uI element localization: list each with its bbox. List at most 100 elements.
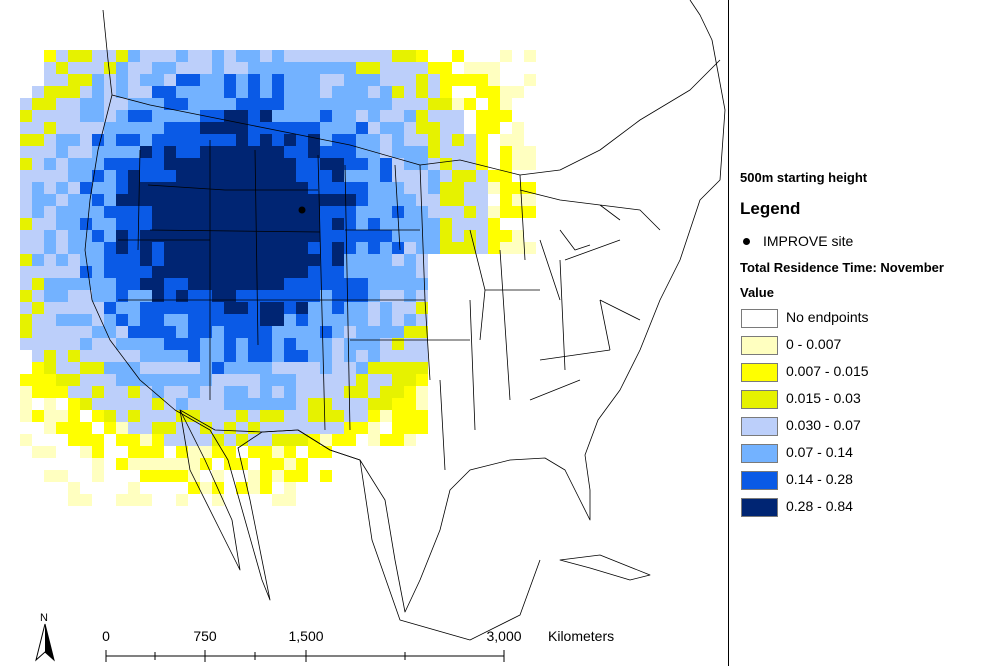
grid-cell (344, 110, 356, 122)
grid-cell (416, 182, 428, 194)
grid-cell (392, 398, 404, 410)
grid-cell (380, 386, 392, 398)
grid-cell (80, 206, 92, 218)
grid-cell (104, 350, 116, 362)
grid-cell (284, 398, 296, 410)
grid-cell (488, 122, 500, 134)
grid-cell (80, 362, 92, 374)
grid-cell (44, 446, 56, 458)
grid-cell (392, 434, 404, 446)
grid-cell (368, 218, 380, 230)
grid-cell (512, 134, 524, 146)
grid-cell (296, 350, 308, 362)
grid-cell (140, 338, 152, 350)
grid-cell (380, 110, 392, 122)
grid-cell (128, 326, 140, 338)
grid-cell (92, 242, 104, 254)
grid-cell (272, 158, 284, 170)
grid-cell (92, 446, 104, 458)
grid-cell (44, 170, 56, 182)
grid-cell (416, 314, 428, 326)
grid-cell (104, 398, 116, 410)
grid-cell (452, 158, 464, 170)
grid-cell (356, 158, 368, 170)
grid-cell (116, 302, 128, 314)
grid-cell (284, 146, 296, 158)
grid-cell (32, 98, 44, 110)
grid-cell (92, 206, 104, 218)
grid-cell (476, 134, 488, 146)
grid-cell (284, 362, 296, 374)
grid-cell (260, 374, 272, 386)
improve-site-marker[interactable] (298, 206, 306, 214)
grid-cell (164, 242, 176, 254)
grid-cell (296, 458, 308, 470)
grid-cell (308, 326, 320, 338)
grid-cell (308, 302, 320, 314)
grid-cell (248, 194, 260, 206)
grid-cell (104, 122, 116, 134)
grid-cell (92, 302, 104, 314)
scale-bar-ruler (105, 650, 505, 662)
grid-cell (164, 470, 176, 482)
grid-cell (320, 314, 332, 326)
grid-cell (296, 266, 308, 278)
class-label: 0.14 - 0.28 (786, 471, 853, 487)
grid-cell (416, 302, 428, 314)
grid-cell (212, 158, 224, 170)
grid-cell (212, 314, 224, 326)
grid-cell (140, 398, 152, 410)
grid-cell (56, 338, 68, 350)
grid-cell (320, 230, 332, 242)
grid-cell (212, 374, 224, 386)
grid-cell (452, 50, 464, 62)
grid-cell (128, 290, 140, 302)
grid-cell (116, 50, 128, 62)
grid-cell (380, 278, 392, 290)
grid-cell (80, 290, 92, 302)
grid-cell (308, 170, 320, 182)
grid-cell (260, 398, 272, 410)
grid-cell (140, 158, 152, 170)
grid-cell (368, 242, 380, 254)
grid-cell (416, 422, 428, 434)
grid-cell (356, 362, 368, 374)
grid-cell (80, 170, 92, 182)
grid-cell (404, 194, 416, 206)
grid-cell (416, 146, 428, 158)
grid-cell (224, 278, 236, 290)
grid-cell (128, 218, 140, 230)
grid-cell (404, 110, 416, 122)
grid-cell (164, 86, 176, 98)
grid-cell (140, 446, 152, 458)
grid-cell (332, 410, 344, 422)
grid-cell (440, 194, 452, 206)
grid-cell (260, 170, 272, 182)
grid-cell (188, 242, 200, 254)
map-frame[interactable] (0, 0, 728, 666)
grid-cell (224, 422, 236, 434)
grid-cell (284, 422, 296, 434)
grid-cell (452, 230, 464, 242)
grid-cell (200, 434, 212, 446)
grid-cell (236, 266, 248, 278)
grid-cell (188, 74, 200, 86)
grid-cell (344, 242, 356, 254)
grid-cell (440, 230, 452, 242)
grid-cell (500, 182, 512, 194)
grid-cell (488, 182, 500, 194)
grid-cell (164, 218, 176, 230)
grid-cell (272, 98, 284, 110)
grid-cell (152, 302, 164, 314)
grid-cell (236, 122, 248, 134)
grid-cell (368, 350, 380, 362)
grid-cell (248, 206, 260, 218)
grid-cell (356, 62, 368, 74)
grid-cell (128, 422, 140, 434)
grid-cell (236, 50, 248, 62)
grid-cell (260, 290, 272, 302)
grid-cell (308, 362, 320, 374)
grid-cell (332, 242, 344, 254)
grid-cell (500, 242, 512, 254)
grid-cell (248, 434, 260, 446)
